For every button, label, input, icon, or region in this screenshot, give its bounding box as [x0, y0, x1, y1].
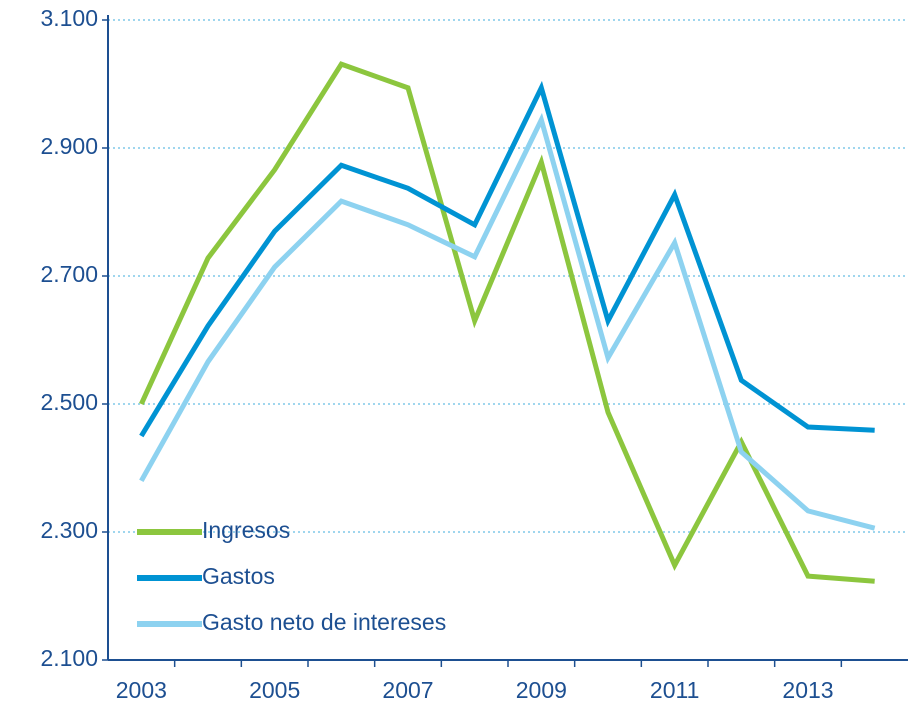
legend-label: Gastos: [202, 563, 275, 589]
y-tick-label: 3.100: [40, 5, 98, 31]
legend-label: Ingresos: [202, 517, 290, 543]
y-tick-label: 2.900: [40, 133, 98, 159]
y-tick-label: 2.100: [40, 645, 98, 671]
y-tick-label: 2.700: [40, 261, 98, 287]
x-tick-label: 2003: [116, 677, 167, 703]
legend-label: Gasto neto de intereses: [202, 609, 446, 635]
y-tick-label: 2.500: [40, 389, 98, 415]
x-tick-label: 2007: [382, 677, 433, 703]
x-tick-label: 2009: [516, 677, 567, 703]
series-line: [139, 61, 875, 584]
x-tick-label: 2013: [782, 677, 833, 703]
series-line: [139, 80, 875, 438]
x-tick-label: 2005: [249, 677, 300, 703]
x-tick-label: 2011: [650, 677, 699, 703]
y-tick-label: 2.300: [40, 517, 98, 543]
series-line: [139, 112, 876, 531]
